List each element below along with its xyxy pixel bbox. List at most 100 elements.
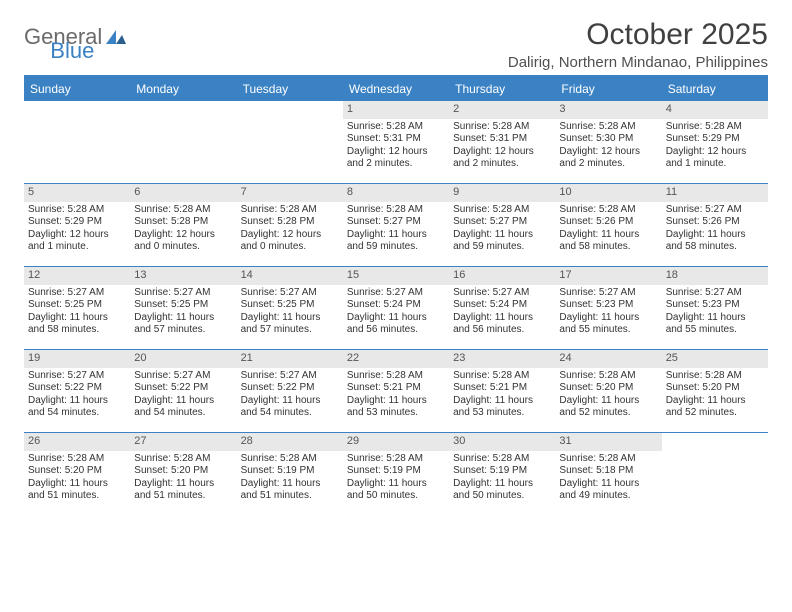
date-number: 26	[24, 433, 130, 451]
day-header-thursday: Thursday	[449, 77, 555, 101]
sunrise-text: Sunrise: 5:27 AM	[241, 287, 339, 300]
date-number: 4	[662, 101, 768, 119]
cell-body: Sunrise: 5:28 AMSunset: 5:31 PMDaylight:…	[343, 119, 449, 175]
cell-body: Sunrise: 5:28 AMSunset: 5:28 PMDaylight:…	[237, 202, 343, 258]
sunrise-text: Sunrise: 5:27 AM	[28, 287, 126, 300]
calendar-cell: 16Sunrise: 5:27 AMSunset: 5:24 PMDayligh…	[449, 267, 555, 349]
sunrise-text: Sunrise: 5:28 AM	[347, 370, 445, 383]
date-number: 8	[343, 184, 449, 202]
sunset-text: Sunset: 5:20 PM	[28, 465, 126, 478]
cell-body: Sunrise: 5:27 AMSunset: 5:24 PMDaylight:…	[343, 285, 449, 341]
cell-body: Sunrise: 5:27 AMSunset: 5:24 PMDaylight:…	[449, 285, 555, 341]
sunset-text: Sunset: 5:22 PM	[241, 382, 339, 395]
calendar-cell: 7Sunrise: 5:28 AMSunset: 5:28 PMDaylight…	[237, 184, 343, 266]
daylight-text: Daylight: 11 hours and 59 minutes.	[347, 229, 445, 254]
calendar-grid: Sunday Monday Tuesday Wednesday Thursday…	[24, 75, 768, 515]
day-header-sunday: Sunday	[24, 77, 130, 101]
calendar-cell: 10Sunrise: 5:28 AMSunset: 5:26 PMDayligh…	[555, 184, 661, 266]
sunrise-text: Sunrise: 5:28 AM	[241, 204, 339, 217]
sunrise-text: Sunrise: 5:27 AM	[559, 287, 657, 300]
date-number: 11	[662, 184, 768, 202]
daylight-text: Daylight: 12 hours and 2 minutes.	[453, 146, 551, 171]
daylight-text: Daylight: 11 hours and 58 minutes.	[666, 229, 764, 254]
date-number: 5	[24, 184, 130, 202]
sunset-text: Sunset: 5:31 PM	[453, 133, 551, 146]
sunrise-text: Sunrise: 5:28 AM	[666, 370, 764, 383]
daylight-text: Daylight: 11 hours and 54 minutes.	[134, 395, 232, 420]
sunrise-text: Sunrise: 5:28 AM	[453, 204, 551, 217]
date-number: 23	[449, 350, 555, 368]
sunrise-text: Sunrise: 5:27 AM	[347, 287, 445, 300]
date-number: 18	[662, 267, 768, 285]
date-number: 9	[449, 184, 555, 202]
sunset-text: Sunset: 5:25 PM	[241, 299, 339, 312]
daylight-text: Daylight: 12 hours and 1 minute.	[666, 146, 764, 171]
sunrise-text: Sunrise: 5:27 AM	[453, 287, 551, 300]
week-row: 26Sunrise: 5:28 AMSunset: 5:20 PMDayligh…	[24, 432, 768, 515]
cell-body: Sunrise: 5:28 AMSunset: 5:28 PMDaylight:…	[130, 202, 236, 258]
cell-body: Sunrise: 5:28 AMSunset: 5:20 PMDaylight:…	[130, 451, 236, 507]
sunset-text: Sunset: 5:21 PM	[347, 382, 445, 395]
week-row: 12Sunrise: 5:27 AMSunset: 5:25 PMDayligh…	[24, 266, 768, 349]
week-row: 1Sunrise: 5:28 AMSunset: 5:31 PMDaylight…	[24, 101, 768, 183]
cell-body: Sunrise: 5:27 AMSunset: 5:23 PMDaylight:…	[662, 285, 768, 341]
day-headers-row: Sunday Monday Tuesday Wednesday Thursday…	[24, 77, 768, 101]
date-number: 16	[449, 267, 555, 285]
daylight-text: Daylight: 11 hours and 52 minutes.	[559, 395, 657, 420]
sunset-text: Sunset: 5:25 PM	[134, 299, 232, 312]
sunrise-text: Sunrise: 5:28 AM	[559, 453, 657, 466]
cell-body: Sunrise: 5:28 AMSunset: 5:27 PMDaylight:…	[449, 202, 555, 258]
sunset-text: Sunset: 5:28 PM	[241, 216, 339, 229]
sunset-text: Sunset: 5:31 PM	[347, 133, 445, 146]
logo: General Blue	[24, 18, 172, 50]
sunset-text: Sunset: 5:18 PM	[559, 465, 657, 478]
calendar-cell: 17Sunrise: 5:27 AMSunset: 5:23 PMDayligh…	[555, 267, 661, 349]
daylight-text: Daylight: 12 hours and 0 minutes.	[241, 229, 339, 254]
sunrise-text: Sunrise: 5:28 AM	[453, 453, 551, 466]
cell-body: Sunrise: 5:28 AMSunset: 5:19 PMDaylight:…	[237, 451, 343, 507]
calendar-cell	[237, 101, 343, 183]
daylight-text: Daylight: 11 hours and 51 minutes.	[241, 478, 339, 503]
sunset-text: Sunset: 5:25 PM	[28, 299, 126, 312]
sunset-text: Sunset: 5:19 PM	[241, 465, 339, 478]
calendar-cell: 6Sunrise: 5:28 AMSunset: 5:28 PMDaylight…	[130, 184, 236, 266]
cell-body: Sunrise: 5:28 AMSunset: 5:26 PMDaylight:…	[555, 202, 661, 258]
sunset-text: Sunset: 5:22 PM	[134, 382, 232, 395]
sunset-text: Sunset: 5:26 PM	[559, 216, 657, 229]
cell-body: Sunrise: 5:28 AMSunset: 5:29 PMDaylight:…	[24, 202, 130, 258]
sunrise-text: Sunrise: 5:28 AM	[559, 121, 657, 134]
title-block: October 2025 Dalirig, Northern Mindanao,…	[508, 18, 768, 71]
daylight-text: Daylight: 11 hours and 59 minutes.	[453, 229, 551, 254]
day-header-monday: Monday	[130, 77, 236, 101]
sunrise-text: Sunrise: 5:28 AM	[134, 204, 232, 217]
date-number: 29	[343, 433, 449, 451]
cell-body: Sunrise: 5:27 AMSunset: 5:25 PMDaylight:…	[130, 285, 236, 341]
daylight-text: Daylight: 11 hours and 52 minutes.	[666, 395, 764, 420]
daylight-text: Daylight: 12 hours and 0 minutes.	[134, 229, 232, 254]
sunrise-text: Sunrise: 5:27 AM	[134, 287, 232, 300]
date-number: 10	[555, 184, 661, 202]
sunrise-text: Sunrise: 5:27 AM	[666, 287, 764, 300]
calendar-cell: 18Sunrise: 5:27 AMSunset: 5:23 PMDayligh…	[662, 267, 768, 349]
calendar-cell: 4Sunrise: 5:28 AMSunset: 5:29 PMDaylight…	[662, 101, 768, 183]
sunset-text: Sunset: 5:26 PM	[666, 216, 764, 229]
sunset-text: Sunset: 5:19 PM	[347, 465, 445, 478]
cell-body: Sunrise: 5:27 AMSunset: 5:25 PMDaylight:…	[24, 285, 130, 341]
sunrise-text: Sunrise: 5:28 AM	[134, 453, 232, 466]
daylight-text: Daylight: 11 hours and 57 minutes.	[241, 312, 339, 337]
daylight-text: Daylight: 11 hours and 49 minutes.	[559, 478, 657, 503]
daylight-text: Daylight: 12 hours and 1 minute.	[28, 229, 126, 254]
sunset-text: Sunset: 5:20 PM	[559, 382, 657, 395]
logo-text-blue: Blue	[50, 38, 94, 64]
cell-body: Sunrise: 5:28 AMSunset: 5:18 PMDaylight:…	[555, 451, 661, 507]
date-number: 7	[237, 184, 343, 202]
date-number: 25	[662, 350, 768, 368]
date-number: 20	[130, 350, 236, 368]
calendar-cell: 2Sunrise: 5:28 AMSunset: 5:31 PMDaylight…	[449, 101, 555, 183]
cell-body: Sunrise: 5:28 AMSunset: 5:19 PMDaylight:…	[343, 451, 449, 507]
date-number: 15	[343, 267, 449, 285]
sunset-text: Sunset: 5:20 PM	[666, 382, 764, 395]
sunrise-text: Sunrise: 5:28 AM	[453, 121, 551, 134]
sunset-text: Sunset: 5:29 PM	[666, 133, 764, 146]
calendar-cell: 12Sunrise: 5:27 AMSunset: 5:25 PMDayligh…	[24, 267, 130, 349]
